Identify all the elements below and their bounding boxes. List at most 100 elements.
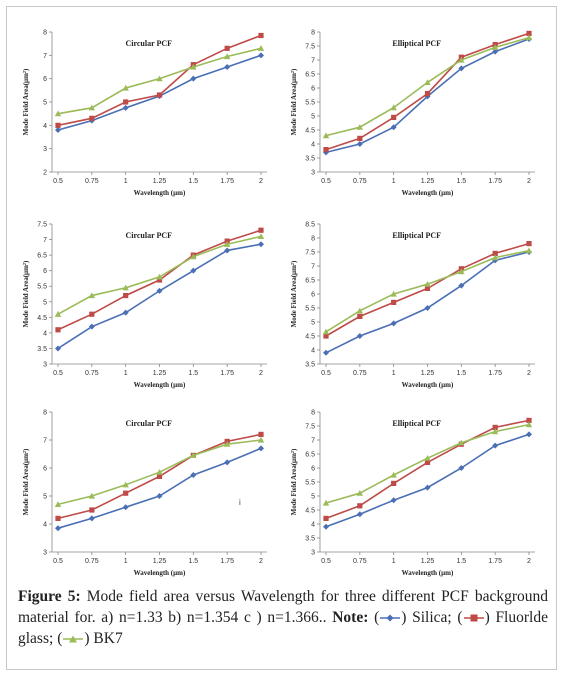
bk7-point xyxy=(322,499,330,506)
y-tick-label: 4 xyxy=(311,348,315,355)
x-tick-label: 0.75 xyxy=(353,178,367,185)
x-tick-label: 0.75 xyxy=(85,370,99,377)
silica-point xyxy=(390,497,397,504)
x-tick-label: 1 xyxy=(392,178,396,185)
legend-fluoride: Fluorlde glass; xyxy=(18,609,548,647)
y-tick-label: 4 xyxy=(311,142,315,149)
chart-title: Circular PCF xyxy=(125,231,172,240)
chart-title: Elliptical PCF xyxy=(392,231,441,240)
y-tick-label: 5 xyxy=(43,494,47,501)
bk7-point xyxy=(390,471,397,478)
bk7-point xyxy=(122,481,129,488)
x-axis-label: Wavelength (µm) xyxy=(402,569,454,577)
y-tick-label: 7 xyxy=(311,264,315,271)
y-axis-label: Mode Field Area(µm²) xyxy=(22,68,30,135)
bk7-point xyxy=(88,104,96,111)
x-tick-label: 1.5 xyxy=(188,178,198,185)
x-tick-label: 1.75 xyxy=(220,178,234,185)
chart-svg: 3 4 5 6 7 8 0.5 0.75 1 1.25 1.5 1.75 2 Circular PCF Wa… xyxy=(22,410,267,577)
silica-point xyxy=(323,523,329,530)
fluoride-point xyxy=(123,490,129,496)
bk7-point xyxy=(458,56,465,63)
chart-title: Elliptical PCF xyxy=(392,39,441,48)
legend-silica: Silica; xyxy=(412,609,452,626)
y-tick-label: 7.5 xyxy=(37,222,47,229)
y-tick-label: 3 xyxy=(43,362,47,369)
bk7-point xyxy=(356,307,364,314)
y-axis-label: Mode Field Area(µm²) xyxy=(290,68,298,135)
silica-point xyxy=(356,141,363,147)
bk7-point xyxy=(525,34,533,41)
silica-point xyxy=(122,309,129,316)
figure-caption: Figure 5: Mode field area versus Wavelen… xyxy=(18,588,548,647)
x-tick-label: 2 xyxy=(527,178,531,185)
y-tick-label: 5.5 xyxy=(305,100,315,107)
chart-title: Elliptical PCF xyxy=(392,419,441,428)
x-tick-label: 0.5 xyxy=(53,558,63,565)
y-tick-label: 5 xyxy=(311,320,315,327)
y-tick-label: 8 xyxy=(43,410,47,417)
bk7-point xyxy=(491,44,499,50)
bk7-point xyxy=(190,452,197,458)
legend-bk7: BK7 xyxy=(93,630,123,647)
silica-point xyxy=(55,525,61,532)
chart-svg: 3 3.5 4 4.5 5 5.5 6 6.5 7 7.5 0.5 0.75 1 1.25 1.5 1.75 2… xyxy=(22,222,267,389)
silica-point xyxy=(424,305,431,311)
bk7-point xyxy=(356,490,364,496)
x-tick-label: 1 xyxy=(124,558,128,565)
x-tick-label: 1.25 xyxy=(153,370,167,377)
fluoride-point xyxy=(258,227,264,233)
silica-point xyxy=(492,48,499,55)
fluoride-point xyxy=(391,480,397,486)
y-tick-label: 6 xyxy=(43,76,47,83)
y-tick-label: 8 xyxy=(311,30,315,37)
y-tick-label: 7.5 xyxy=(305,44,315,51)
fluoride-point xyxy=(424,459,431,465)
bk7-point xyxy=(356,124,364,130)
silica-point xyxy=(390,320,397,327)
fluoride-point xyxy=(123,292,129,299)
fluoride-point xyxy=(526,30,532,36)
y-tick-label: 6 xyxy=(311,466,315,473)
y-tick-label: 4.5 xyxy=(305,334,315,341)
y-tick-label: 7.5 xyxy=(305,424,315,431)
fluoride-point xyxy=(526,241,532,247)
silica-point xyxy=(224,247,231,254)
x-tick-label: 0.75 xyxy=(85,558,99,565)
fluoride-point xyxy=(55,327,61,333)
x-tick-label: 1.5 xyxy=(456,178,466,185)
y-tick-label: 6.5 xyxy=(37,253,47,260)
fluoride-point xyxy=(391,114,397,120)
x-tick-label: 2 xyxy=(259,558,263,565)
x-tick-label: 0.75 xyxy=(353,370,367,377)
x-tick-label: 1.25 xyxy=(153,558,167,565)
chart-svg: 3 3.5 4 4.5 5 5.5 6 6.5 7 7.5 8 0.5 0.75 1 1.25 1.5 1.75… xyxy=(290,30,535,197)
fluoride-point xyxy=(323,147,329,153)
bk7-point xyxy=(156,273,163,280)
y-tick-label: 3 xyxy=(43,550,47,557)
silica-point xyxy=(458,465,465,471)
bk7-point xyxy=(322,132,330,139)
chart-title: Circular PCF xyxy=(125,419,172,428)
y-axis-label: Mode Field Area(µm²) xyxy=(22,448,30,515)
x-tick-label: 1.25 xyxy=(421,558,435,565)
y-tick-label: 4 xyxy=(43,330,47,337)
x-tick-label: 1.5 xyxy=(456,558,466,565)
bk7-point xyxy=(424,455,431,461)
y-tick-label: 3 xyxy=(43,146,47,153)
y-tick-label: 5.5 xyxy=(305,306,315,313)
chart-svg: 3.5 4 4.5 5 5.5 6 6.5 7 7.5 8 8.5 0.5 0.75 1 1.25 1.5 1.… xyxy=(290,222,535,389)
fluoride-point xyxy=(89,507,95,513)
silica-point xyxy=(190,267,197,274)
x-tick-label: 0.5 xyxy=(321,558,331,565)
silica-point xyxy=(156,287,163,294)
silica-point xyxy=(390,124,397,131)
y-tick-label: 6 xyxy=(43,466,47,473)
x-tick-label: 0.5 xyxy=(321,178,331,185)
bk7-point xyxy=(156,75,163,82)
silica-point xyxy=(88,323,95,330)
y-tick-label: 3 xyxy=(311,170,315,177)
bk7-point xyxy=(54,501,62,507)
chart-svg: 3 3.5 4 4.5 5 5.5 6 6.5 7 7.5 8 0.5 0.75 1 1.25 1.5 1.75… xyxy=(290,410,535,577)
y-tick-label: 7.5 xyxy=(305,250,315,257)
